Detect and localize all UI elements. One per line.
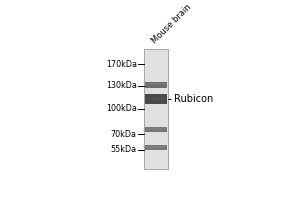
Text: 70kDa: 70kDa [111, 130, 137, 139]
Text: 170kDa: 170kDa [106, 60, 137, 69]
Bar [145, 145, 167, 150]
Text: Mouse brain: Mouse brain [150, 3, 193, 46]
Text: 130kDa: 130kDa [106, 81, 137, 90]
Text: Rubicon: Rubicon [169, 94, 213, 104]
Bar [145, 127, 167, 132]
Bar [145, 49, 168, 169]
Bar [147, 97, 165, 100]
Bar [147, 146, 165, 148]
Text: 100kDa: 100kDa [106, 104, 137, 113]
Bar [147, 83, 165, 85]
Text: 55kDa: 55kDa [111, 145, 137, 154]
Bar [145, 82, 167, 88]
Bar [147, 128, 165, 130]
Bar [145, 94, 167, 104]
